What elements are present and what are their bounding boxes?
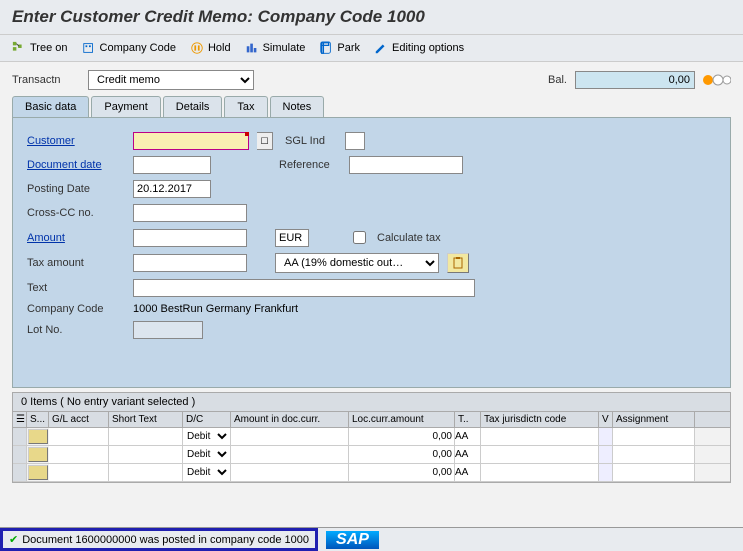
tree-icon xyxy=(12,41,26,55)
tab-basic-data[interactable]: Basic data xyxy=(12,96,89,117)
gh-amount: Amount in doc.curr. xyxy=(231,412,349,427)
company-code-label: Company Code xyxy=(100,42,176,54)
gh-locamt: Loc.curr.amount xyxy=(349,412,455,427)
park-button[interactable]: Park xyxy=(319,41,360,55)
gh-v: V xyxy=(599,412,613,427)
tab-details[interactable]: Details xyxy=(163,96,223,117)
gh-status: S... xyxy=(27,412,49,427)
table-row[interactable]: Debit0,00AA xyxy=(13,464,730,482)
tab-strip: Basic data Payment Details Tax Notes xyxy=(12,96,731,118)
dc-select[interactable]: Debit xyxy=(183,430,230,443)
tab-notes[interactable]: Notes xyxy=(270,96,325,117)
customer-label[interactable]: Customer xyxy=(27,135,125,147)
lot-no-label: Lot No. xyxy=(27,324,125,336)
amount-label[interactable]: Amount xyxy=(27,232,125,244)
tax-detail-button[interactable] xyxy=(447,253,469,273)
gh-glacct: G/L acct xyxy=(49,412,109,427)
simulate-icon xyxy=(245,41,259,55)
simulate-button[interactable]: Simulate xyxy=(245,41,306,55)
status-message: ✔ Document 1600000000 was posted in comp… xyxy=(0,528,318,551)
doc-date-label[interactable]: Document date xyxy=(27,159,125,171)
editing-options-label: Editing options xyxy=(392,42,464,54)
toolbar: Tree on Company Code Hold Simulate Park … xyxy=(0,35,743,62)
text-input[interactable] xyxy=(133,279,475,297)
tree-on-label: Tree on xyxy=(30,42,68,54)
editing-options-button[interactable]: Editing options xyxy=(374,41,464,55)
company-code-button[interactable]: Company Code xyxy=(82,41,176,55)
company-code-value: 1000 BestRun Germany Frankfurt xyxy=(133,303,298,315)
status-text: Document 1600000000 was posted in compan… xyxy=(22,534,309,546)
table-row[interactable]: Debit0,00AA xyxy=(13,446,730,464)
lot-no-input xyxy=(133,321,203,339)
hold-label: Hold xyxy=(208,42,231,54)
gh-shorttext: Short Text xyxy=(109,412,183,427)
basic-data-panel: Customer ☐ SGL Ind Document date Referen… xyxy=(12,118,731,388)
sgl-ind-label: SGL Ind xyxy=(285,135,337,147)
posting-date-label: Posting Date xyxy=(27,183,125,195)
balance-value xyxy=(575,71,695,89)
reference-input[interactable] xyxy=(349,156,463,174)
tab-tax[interactable]: Tax xyxy=(224,96,267,117)
table-row[interactable]: Debit0,00AA xyxy=(13,428,730,446)
park-label: Park xyxy=(337,42,360,54)
posting-date-input[interactable] xyxy=(133,180,211,198)
hold-button[interactable]: Hold xyxy=(190,41,231,55)
text-label: Text xyxy=(27,282,125,294)
doc-date-input[interactable] xyxy=(133,156,211,174)
tax-amount-input[interactable] xyxy=(133,254,247,272)
company-code-label: Company Code xyxy=(27,303,125,315)
gh-config[interactable]: ☰ xyxy=(13,412,27,427)
sgl-ind-input[interactable] xyxy=(345,132,365,150)
cross-cc-input[interactable] xyxy=(133,204,247,222)
transactn-label: Transactn xyxy=(12,74,88,86)
gh-tax: T.. xyxy=(455,412,481,427)
tab-payment[interactable]: Payment xyxy=(91,96,160,117)
transactn-select[interactable]: Credit memo xyxy=(88,70,254,90)
dc-select[interactable]: Debit xyxy=(183,466,230,479)
calc-tax-checkbox[interactable] xyxy=(353,231,366,244)
currency-input[interactable] xyxy=(275,229,309,247)
items-grid: ☰ S... G/L acct Short Text D/C Amount in… xyxy=(12,412,731,483)
company-icon xyxy=(82,41,96,55)
status-bar: ✔ Document 1600000000 was posted in comp… xyxy=(0,527,743,551)
sap-logo: SAP xyxy=(326,531,379,549)
tree-on-button[interactable]: Tree on xyxy=(12,41,68,55)
gh-taxjur: Tax jurisdictn code xyxy=(481,412,599,427)
customer-input[interactable] xyxy=(133,132,249,150)
calc-tax-label: Calculate tax xyxy=(377,232,441,244)
clipboard-icon xyxy=(452,257,464,269)
amount-input[interactable] xyxy=(133,229,247,247)
dc-select[interactable]: Debit xyxy=(183,448,230,461)
gh-dc: D/C xyxy=(183,412,231,427)
reference-label: Reference xyxy=(279,159,341,171)
page-title: Enter Customer Credit Memo: Company Code… xyxy=(0,0,743,35)
cross-cc-label: Cross-CC no. xyxy=(27,207,125,219)
check-icon: ✔ xyxy=(9,533,18,546)
tax-amount-label: Tax amount xyxy=(27,257,125,269)
hold-icon xyxy=(190,41,204,55)
park-icon xyxy=(319,41,333,55)
tax-code-select[interactable]: AA (19% domestic out… xyxy=(275,253,439,273)
items-header: 0 Items ( No entry variant selected ) xyxy=(12,392,731,412)
simulate-label: Simulate xyxy=(263,42,306,54)
gh-assign: Assignment xyxy=(613,412,695,427)
grid-header: ☰ S... G/L acct Short Text D/C Amount in… xyxy=(13,412,730,428)
balance-label: Bal. xyxy=(548,74,567,86)
edit-icon xyxy=(374,41,388,55)
customer-search-help[interactable]: ☐ xyxy=(257,132,273,150)
traffic-light-icon xyxy=(703,73,731,87)
